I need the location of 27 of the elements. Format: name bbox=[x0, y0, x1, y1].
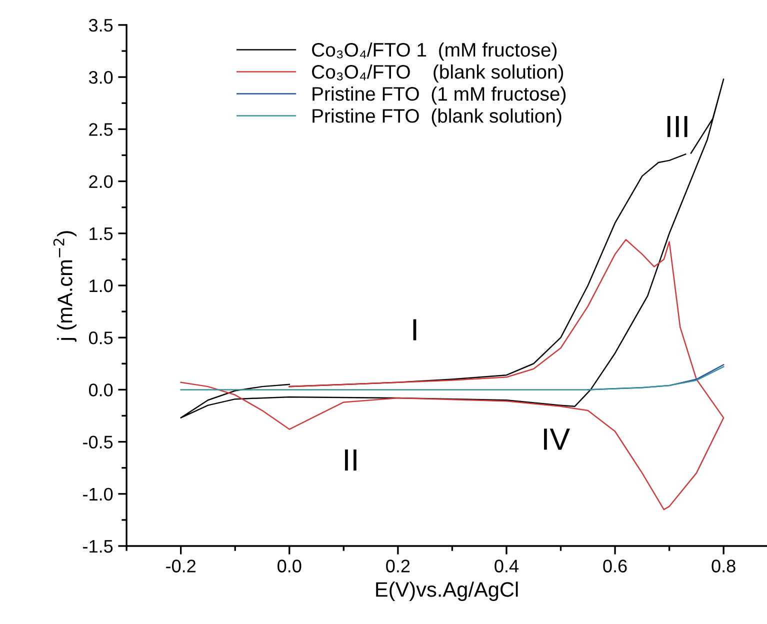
legend-label: Co₃O₄/FTO 1 (mM fructose) bbox=[312, 42, 557, 61]
y-tick-label: -1.5 bbox=[83, 540, 113, 553]
legend-label: Pristine FTO (blank solution) bbox=[312, 108, 562, 127]
x-tick-label: 0.4 bbox=[494, 560, 519, 572]
annotation: I bbox=[413, 319, 416, 340]
annotation: III bbox=[667, 116, 688, 138]
annotation: II bbox=[345, 450, 356, 471]
legend-label: Co₃O₄/FTO (blank solution) bbox=[312, 64, 564, 83]
y-tick-label: 1.0 bbox=[90, 279, 113, 292]
x-tick-label: 0.6 bbox=[603, 560, 627, 572]
y-tick-label: 0.0 bbox=[88, 384, 113, 396]
x-tick-label: 0.0 bbox=[278, 560, 302, 572]
y-tick-label: -1.0 bbox=[83, 488, 113, 501]
annotation: IV bbox=[544, 428, 570, 450]
y-tick-label: 2.5 bbox=[89, 123, 113, 136]
y-tick-label: -0.5 bbox=[83, 436, 113, 449]
y-tick-label: 3.5 bbox=[88, 18, 113, 32]
x-tick-label: -0.2 bbox=[166, 560, 196, 572]
x-tick-label: 0.8 bbox=[712, 560, 736, 572]
x-tick-label: 0.2 bbox=[386, 560, 410, 572]
x-axis-title: E(V)vs.Ag/AgCl bbox=[376, 582, 518, 601]
legend-label: Pristine FTO (1 mM fructose) bbox=[312, 86, 566, 105]
y-tick-label: 2.0 bbox=[89, 175, 113, 188]
y-tick-label: 1.5 bbox=[90, 227, 113, 240]
y-axis-title: j (mA.cm$^{−2}$) bbox=[53, 231, 76, 342]
y-tick-label: 3.0 bbox=[88, 71, 113, 84]
y-tick-label: 0.5 bbox=[88, 332, 113, 344]
